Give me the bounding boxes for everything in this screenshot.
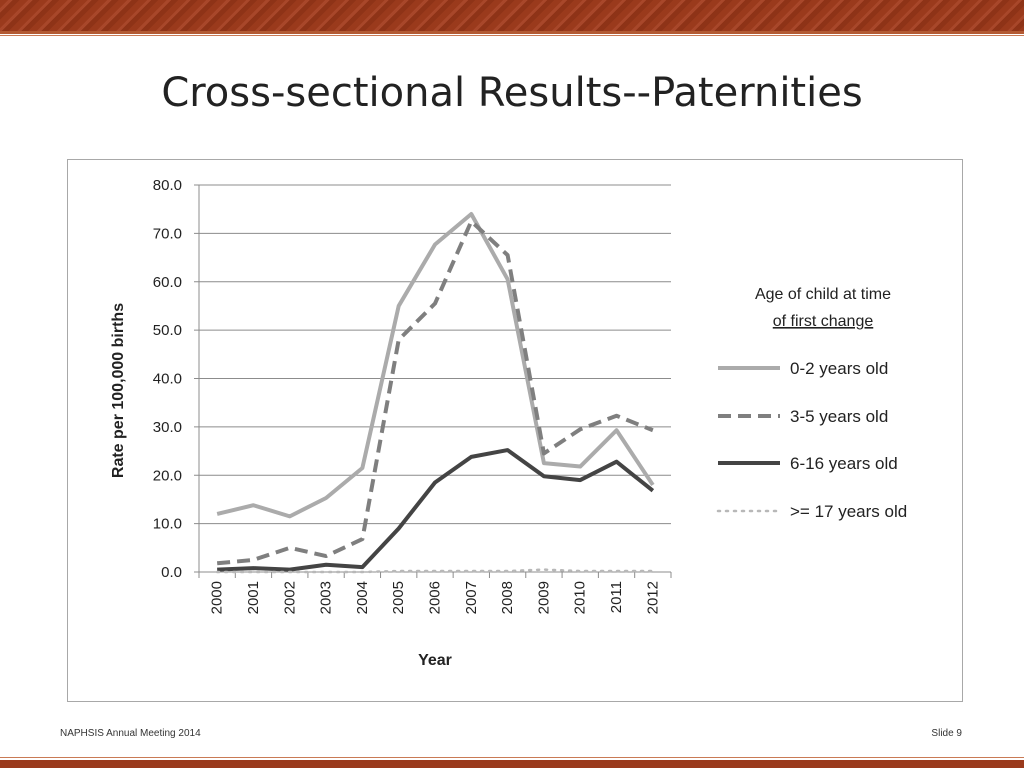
x-tick-label: 2001: [245, 581, 262, 614]
top-thin-rule: [0, 35, 1024, 36]
data-point: [360, 466, 364, 470]
data-point: [360, 537, 364, 541]
x-tick-label: 2003: [318, 581, 335, 614]
data-point: [360, 565, 364, 569]
legend-title-line1: Age of child at time: [755, 286, 891, 303]
data-point: [433, 481, 437, 485]
y-tick-label: 10.0: [153, 516, 182, 533]
data-point: [433, 569, 437, 573]
x-tick-label: 2007: [463, 581, 480, 614]
data-point: [251, 570, 255, 574]
data-point: [469, 569, 473, 573]
footer-slide-number: Slide 9: [931, 728, 962, 739]
data-point: [651, 489, 655, 493]
y-tick-label: 50.0: [153, 322, 182, 339]
data-point: [433, 302, 437, 306]
data-point: [615, 414, 619, 418]
data-point: [506, 569, 510, 573]
data-point: [651, 483, 655, 487]
x-tick-label: 2008: [499, 581, 516, 614]
data-point: [506, 253, 510, 257]
data-point: [578, 569, 582, 573]
data-point: [433, 243, 437, 247]
data-point: [578, 465, 582, 469]
x-tick-label: 2009: [535, 581, 552, 614]
data-point: [578, 478, 582, 482]
data-point: [288, 546, 292, 550]
x-tick-label: 2006: [427, 581, 444, 614]
data-point: [578, 427, 582, 431]
x-tick-label: 2002: [281, 581, 298, 614]
data-point: [324, 554, 328, 558]
x-tick-label: 2010: [572, 581, 589, 614]
data-point: [651, 569, 655, 573]
y-tick-label: 20.0: [153, 467, 182, 484]
x-tick-label: 2012: [644, 581, 661, 614]
y-tick-label: 70.0: [153, 225, 182, 242]
legend-label-1: 3-5 years old: [790, 407, 888, 426]
data-point: [651, 428, 655, 432]
data-point: [251, 558, 255, 562]
data-point: [397, 526, 401, 530]
data-point: [324, 563, 328, 567]
x-tick-label: 2005: [390, 581, 407, 614]
footer-meeting-name: NAPHSIS Annual Meeting 2014: [60, 728, 201, 739]
data-point: [360, 570, 364, 574]
series-line-2: [217, 448, 655, 572]
data-point: [251, 566, 255, 570]
y-tick-label: 30.0: [153, 419, 182, 436]
series-line-1: [216, 219, 654, 566]
data-point: [324, 496, 328, 500]
data-point: [615, 569, 619, 573]
line-chart: 0.0 10.0 20.0 30.0 40.0 50.0 60.0 70.0 80.0 2000 2…: [110, 177, 907, 669]
data-point: [542, 568, 546, 572]
data-point: [288, 570, 292, 574]
top-rule: [0, 31, 1024, 34]
y-tick-label: 60.0: [153, 274, 182, 291]
legend-label-0: 0-2 years old: [790, 359, 888, 378]
chart-frame: 0.0 10.0 20.0 30.0 40.0 50.0 60.0 70.0 80.0 2000 2…: [67, 159, 963, 702]
data-point: [469, 455, 473, 459]
data-point: [288, 514, 292, 518]
x-tick-label: 2011: [608, 581, 625, 613]
y-axis-title: Rate per 100,000 births: [110, 303, 127, 478]
slide-title: Cross-sectional Results--Paternities: [161, 70, 863, 116]
legend-label-2: 6-16 years old: [790, 454, 898, 473]
y-tick-label: 80.0: [153, 177, 182, 194]
data-point: [506, 277, 510, 281]
data-point: [615, 460, 619, 464]
data-point: [469, 219, 473, 223]
data-point: [542, 451, 546, 455]
y-tick-label: 0.0: [161, 564, 182, 581]
legend-label-3: >= 17 years old: [790, 502, 907, 521]
data-point: [469, 212, 473, 216]
data-point: [506, 448, 510, 452]
series-line-3: [215, 568, 655, 574]
bottom-thin-rule: [0, 757, 1024, 758]
data-point: [542, 474, 546, 478]
x-tick-label: 2000: [209, 581, 226, 614]
x-tick-label: 2004: [354, 581, 371, 614]
data-point: [324, 570, 328, 574]
data-point: [215, 512, 219, 516]
x-axis-title: Year: [418, 652, 452, 669]
data-point: [615, 428, 619, 432]
data-point: [542, 461, 546, 465]
bottom-decorative-band: [0, 760, 1024, 768]
data-point: [397, 304, 401, 308]
legend-title-line2: of first change: [773, 313, 874, 330]
top-decorative-band: [0, 0, 1024, 31]
data-point: [215, 561, 219, 565]
data-point: [251, 503, 255, 507]
data-point: [397, 338, 401, 342]
data-point: [215, 570, 219, 574]
y-tick-label: 40.0: [153, 371, 182, 388]
data-point: [397, 569, 401, 573]
series-line-0: [216, 212, 655, 519]
